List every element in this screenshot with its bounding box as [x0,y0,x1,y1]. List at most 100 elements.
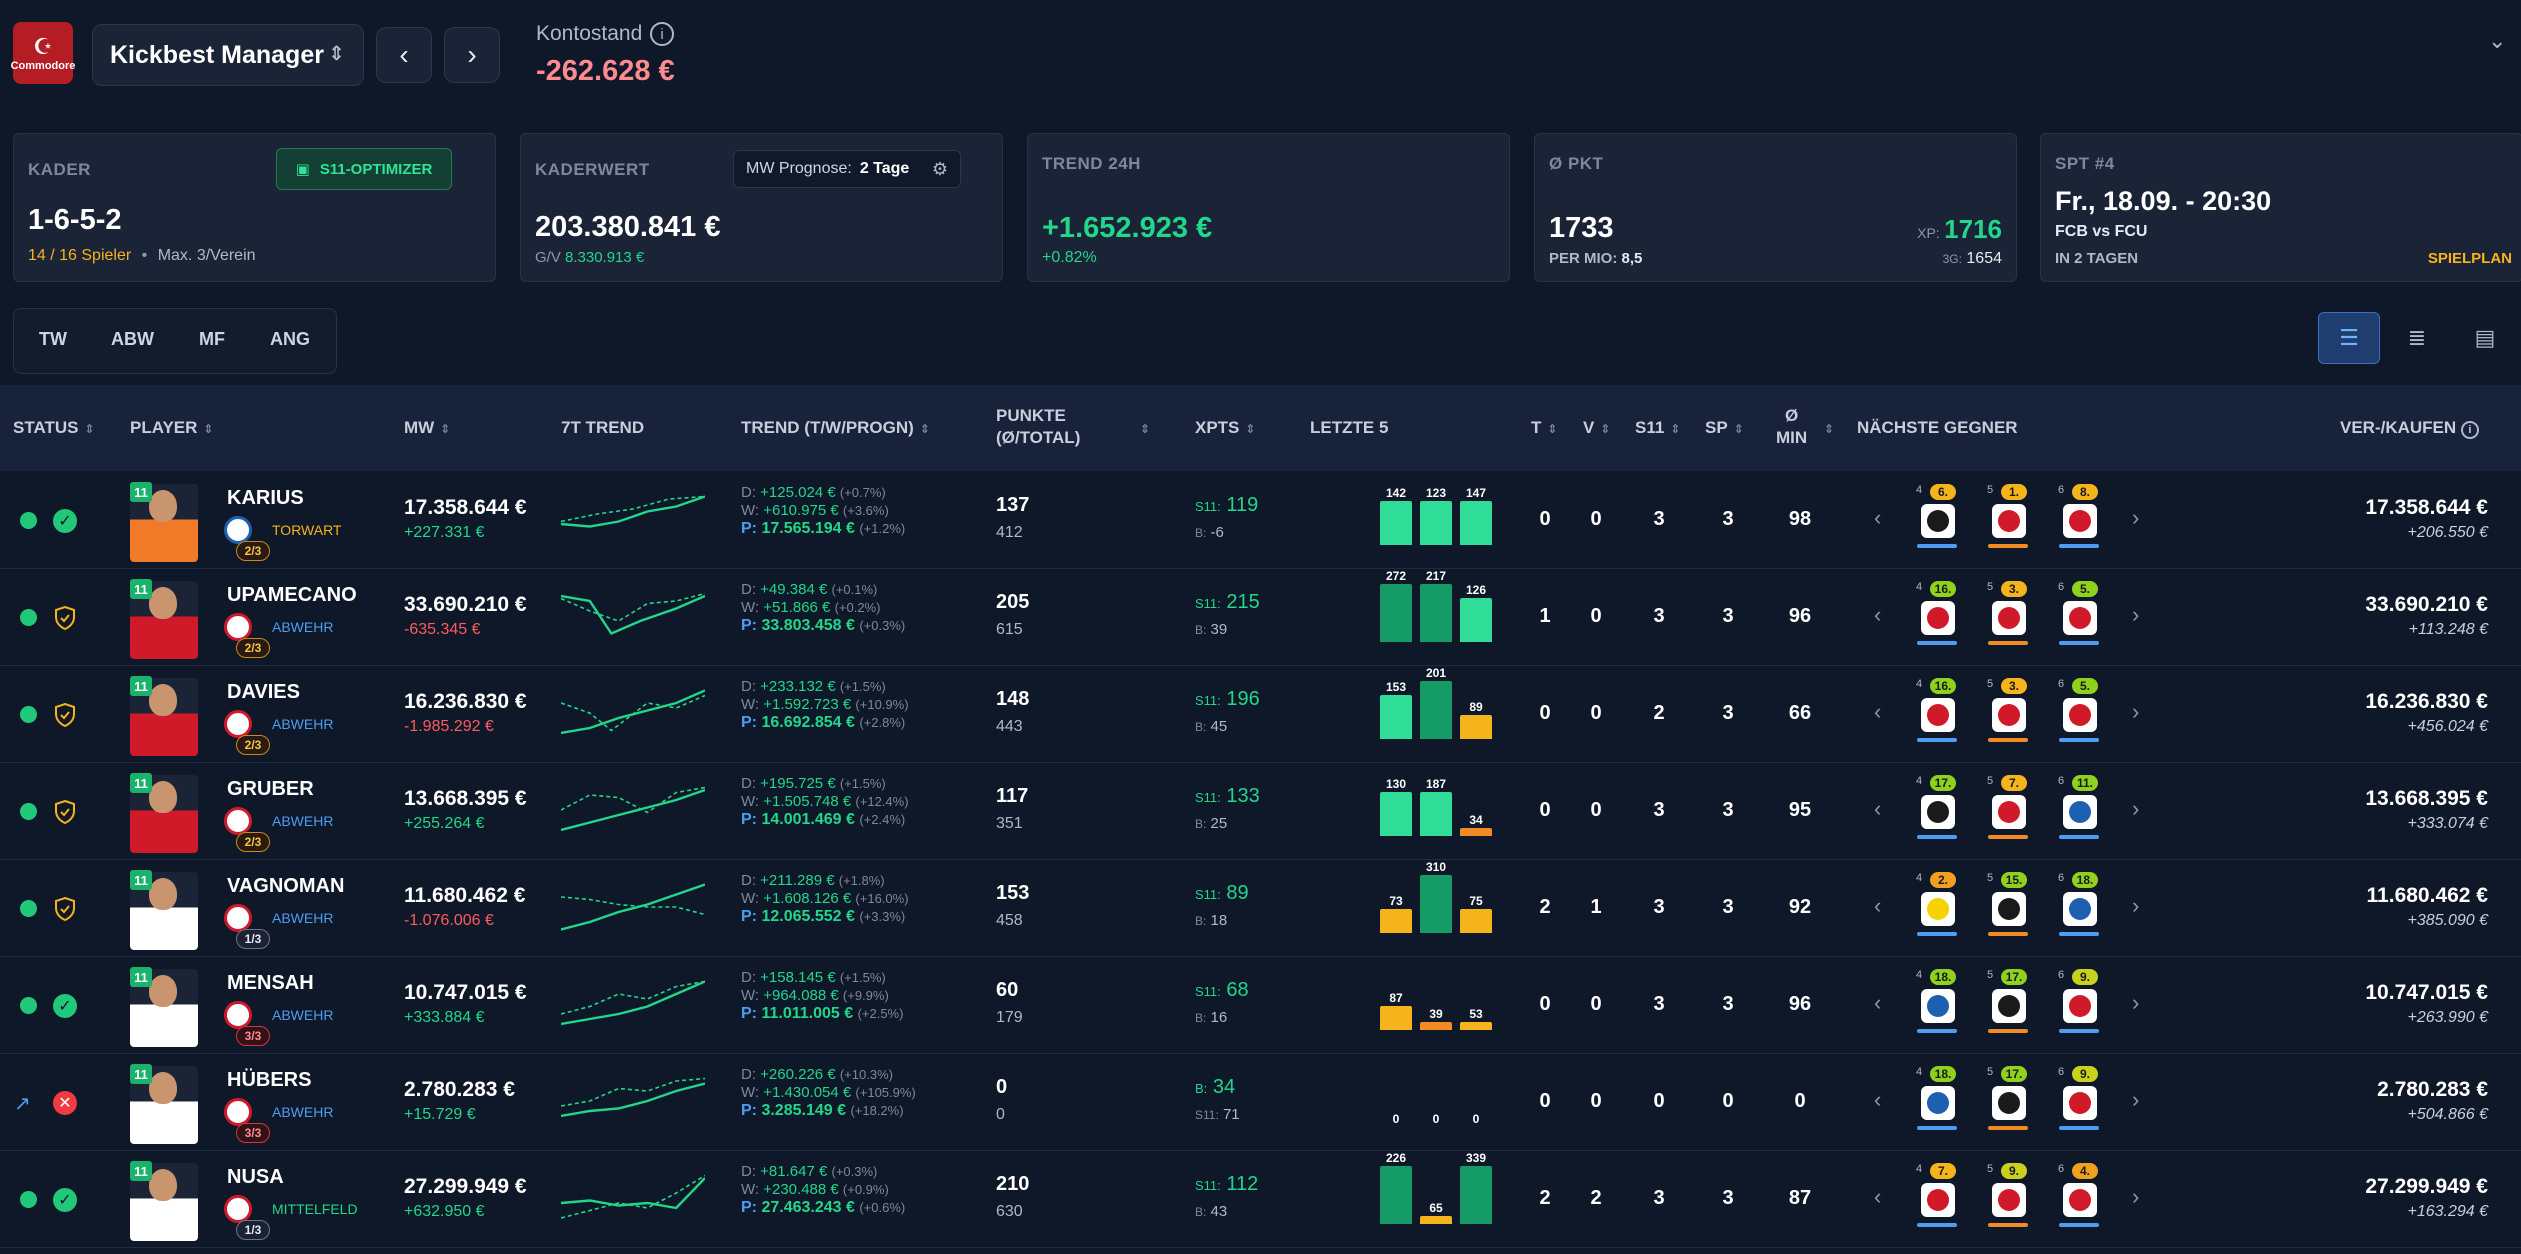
col-min[interactable]: Ø MIN [1776,405,1807,449]
player-name[interactable]: DAVIES [227,681,300,703]
table-row[interactable]: ✓ 11 1/3 NUSA MITTELFELD 27.299.949 € +632.95… [0,1151,2521,1248]
chevron-left-icon[interactable]: ‹ [1874,990,1882,1015]
col-status[interactable]: STATUS ⇕ [13,418,95,437]
s11-optimizer-button[interactable]: ▣ S11-OPTIMIZER [276,148,452,190]
opponent[interactable]: 5 17. [1987,1066,2029,1132]
chevron-right-icon[interactable]: › [2132,796,2140,821]
filter-tw[interactable]: TW [39,329,67,349]
chevron-right-icon[interactable]: › [2132,505,2140,530]
check-icon[interactable]: ✓ [53,994,77,1018]
info-icon[interactable]: i [2460,421,2479,439]
filter-mf[interactable]: MF [199,329,225,349]
sell-value[interactable]: 27.299.949 € [2365,1175,2488,1198]
sell-value[interactable]: 16.236.830 € [2365,690,2488,713]
opponent[interactable]: 6 9. [2058,1066,2100,1132]
sort-icon[interactable]: ⇕ [1140,422,1151,436]
opponent[interactable]: 6 4. [2058,1163,2100,1229]
opponent[interactable]: 6 5. [2058,678,2100,744]
opponent[interactable]: 4 16. [1916,678,1958,744]
opponent[interactable]: 5 7. [1987,775,2029,841]
opponent[interactable]: 4 2. [1916,872,1958,938]
opponent[interactable]: 5 3. [1987,678,2029,744]
shield-check-icon[interactable] [53,605,77,636]
table-row[interactable]: 11 2/3 UPAMECANO ABWEHR 33.690.210 € -635.345… [0,569,2521,666]
view-compact-button[interactable]: ☰ [2318,312,2380,364]
chevron-right-icon[interactable]: › [2132,1184,2140,1209]
filter-abw[interactable]: ABW [111,329,154,349]
chevron-left-icon[interactable]: ‹ [1874,1184,1882,1209]
opponent[interactable]: 4 17. [1916,775,1958,841]
sell-value[interactable]: 2.780.283 € [2377,1078,2488,1101]
player-portrait[interactable] [130,678,198,756]
gear-icon[interactable]: ⚙ [931,159,948,179]
shield-check-icon[interactable] [53,702,77,733]
sell-value[interactable]: 33.690.210 € [2365,593,2488,616]
player-name[interactable]: UPAMECANO [227,584,357,606]
check-icon[interactable]: ✓ [53,1188,77,1212]
shield-check-icon[interactable] [53,896,77,927]
sell-value[interactable]: 11.680.462 € [2366,884,2488,907]
filter-ang[interactable]: ANG [270,329,310,349]
opponent[interactable]: 5 3. [1987,581,2029,647]
player-name[interactable]: NUSA [227,1166,284,1188]
chevron-left-icon[interactable]: ‹ [1874,893,1882,918]
check-icon[interactable]: ✓ [53,509,77,533]
info-icon[interactable]: i [650,22,674,46]
col-punkte[interactable]: PUNKTE (Ø/TOTAL) [996,405,1080,449]
chevron-left-icon[interactable]: ‹ [1874,796,1882,821]
opponent[interactable]: 4 18. [1916,969,1958,1035]
mw-prognose-select[interactable]: MW Prognose: 2 Tage ⚙ [733,150,961,188]
player-name[interactable]: HÜBERS [227,1069,312,1091]
sell-value[interactable]: 17.358.644 € [2365,496,2488,519]
col-t[interactable]: T ⇕ [1531,418,1558,437]
table-row[interactable]: 11 1/3 VAGNOMAN ABWEHR 11.680.462 € -1.076.00… [0,860,2521,957]
opponent[interactable]: 6 18. [2058,872,2100,938]
opponent[interactable]: 4 18. [1916,1066,1958,1132]
chevron-right-icon[interactable]: › [2132,990,2140,1015]
chevron-right-icon[interactable]: › [2132,602,2140,627]
opponent[interactable]: 4 6. [1916,484,1958,550]
opponent[interactable]: 4 7. [1916,1163,1958,1229]
chevron-left-icon[interactable]: ‹ [1874,1087,1882,1112]
manager-select[interactable]: Kickbest Manager ⇕ [92,24,364,86]
opponent[interactable]: 4 16. [1916,581,1958,647]
view-card-button[interactable]: ▤ [2454,312,2516,364]
opponent[interactable]: 5 1. [1987,484,2029,550]
opponent[interactable]: 5 15. [1987,872,2029,938]
player-name[interactable]: VAGNOMAN [227,875,345,897]
table-row[interactable]: ✓ 11 3/3 MENSAH ABWEHR 10.747.015 € +333.884 … [0,957,2521,1054]
opponent[interactable]: 6 5. [2058,581,2100,647]
chevron-left-icon[interactable]: ‹ [1874,505,1882,530]
col-mw[interactable]: MW ⇕ [404,418,451,437]
col-s11[interactable]: S11 ⇕ [1635,418,1681,437]
sell-value[interactable]: 10.747.015 € [2365,981,2488,1004]
table-row[interactable]: ✓ 11 2/3 KARIUS TORWART 17.358.644 € +227.331… [0,472,2521,569]
chevron-left-icon[interactable]: ‹ [1874,602,1882,627]
opponent[interactable]: 6 9. [2058,969,2100,1035]
next-button[interactable]: › [444,27,500,83]
col-player[interactable]: PLAYER ⇕ [130,418,214,437]
player-name[interactable]: MENSAH [227,972,314,994]
close-icon[interactable]: ✕ [53,1091,77,1115]
table-row[interactable]: 11 2/3 DAVIES ABWEHR 16.236.830 € -1.985.292 … [0,666,2521,763]
club-logo[interactable]: ☪ Commodore [11,22,75,84]
col-xpts[interactable]: XPTS ⇕ [1195,418,1256,437]
chevron-right-icon[interactable]: › [2132,1087,2140,1112]
table-row[interactable]: ↗ ✕ 11 3/3 HÜBERS ABWEHR 2.780.283 € +15.729 €… [0,1054,2521,1151]
chevron-left-icon[interactable]: ‹ [1874,699,1882,724]
col-trend[interactable]: TREND (T/W/PROGN) ⇕ [741,418,930,437]
spielplan-link[interactable]: SPIELPLAN [2427,250,2512,267]
player-name[interactable]: KARIUS [227,487,304,509]
chevron-right-icon[interactable]: › [2132,893,2140,918]
col-v[interactable]: V ⇕ [1583,418,1611,437]
sell-value[interactable]: 13.668.395 € [2365,787,2488,810]
opponent[interactable]: 6 11. [2058,775,2100,841]
prev-button[interactable]: ‹ [376,27,432,83]
opponent[interactable]: 5 17. [1987,969,2029,1035]
sort-icon[interactable]: ⇕ [1824,422,1835,436]
view-list-button[interactable]: ≣ [2386,312,2448,364]
table-row[interactable]: 11 2/3 GRUBER ABWEHR 13.668.395 € +255.264 € … [0,763,2521,860]
opponent[interactable]: 6 8. [2058,484,2100,550]
col-sp[interactable]: SP ⇕ [1705,418,1744,437]
chevron-down-icon[interactable]: ⌄ [2488,28,2507,53]
